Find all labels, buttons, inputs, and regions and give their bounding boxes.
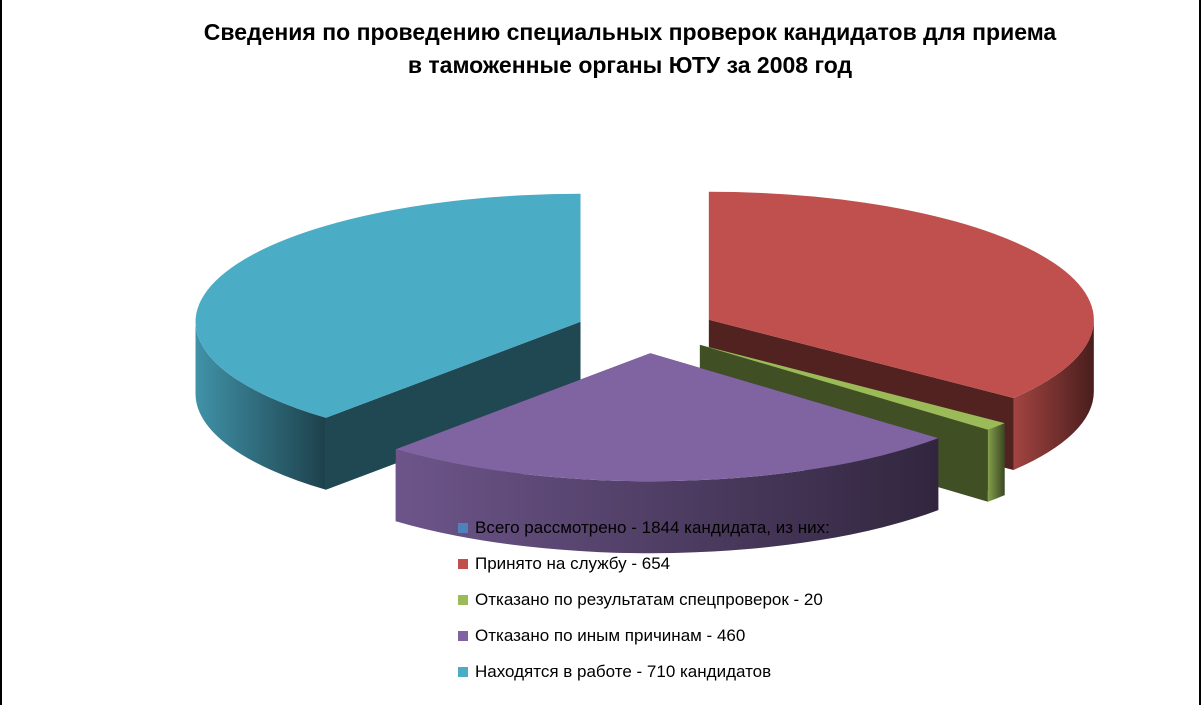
pie-slice-in-progress-wall <box>195 321 326 490</box>
pie-slice-rejected-other-top <box>395 353 939 482</box>
pie-slice-accepted-wall <box>1013 319 1094 470</box>
pie-slice-accepted-top <box>708 191 1094 398</box>
pie-slice-in-progress-top <box>195 193 581 418</box>
legend-item-rejected-other: Отказано по иным причинам - 460 <box>458 618 830 654</box>
legend-item-rejected-checks: Отказано по результатам спецпроверок - 2… <box>458 582 830 618</box>
legend-item-accepted: Принято на службу - 654 <box>458 546 830 582</box>
legend-label-rejected-other: Отказано по иным причинам - 460 <box>475 626 746 645</box>
legend-label-rejected-checks: Отказано по результатам спецпроверок - 2… <box>475 590 823 609</box>
pie-slice-rejected-checks-top <box>699 344 1005 430</box>
legend-swatch-rejected-other <box>458 631 468 641</box>
legend-swatch-in-progress <box>458 667 468 677</box>
legend-label-in-progress: Находятся в работе - 710 кандидатов <box>475 662 772 681</box>
legend-swatch-rejected-checks <box>458 595 468 605</box>
chart-title-line-2: в таможенные органы ЮТУ за 2008 год <box>407 52 853 78</box>
chart-legend: Всего рассмотрено - 1844 кандидата, из н… <box>458 510 830 690</box>
legend-item-total: Всего рассмотрено - 1844 кандидата, из н… <box>458 510 830 546</box>
legend-item-in-progress: Находятся в работе - 710 кандидатов <box>458 654 830 690</box>
legend-swatch-accepted <box>458 559 468 569</box>
pie-slice-rejected-checks-wall <box>987 423 1005 502</box>
pie-slice-in-progress <box>195 193 581 490</box>
legend-label-total: Всего рассмотрено - 1844 кандидата, из н… <box>475 518 830 537</box>
pie-slice-rejected-other <box>395 353 939 554</box>
legend-swatch-total <box>458 523 468 533</box>
pie-slice-rejected-other-wall <box>395 438 939 554</box>
chart-title-line-1: Сведения по проведению специальных прове… <box>203 19 1057 45</box>
legend-label-accepted: Принято на службу - 654 <box>475 554 671 573</box>
pie-slice-in-progress-side-start <box>325 321 581 490</box>
chart-title: Сведения по проведению специальных прове… <box>100 16 1160 82</box>
